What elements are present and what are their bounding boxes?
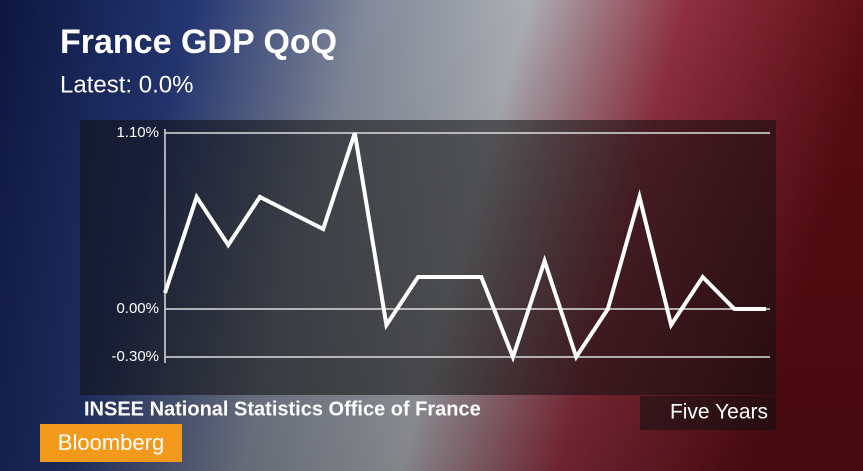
period: Five Years [670, 401, 768, 424]
period-panel [640, 396, 776, 430]
brand: Bloomberg [58, 430, 164, 455]
chart-subtitle: Latest: 0.0% [60, 71, 193, 98]
line [163, 132, 766, 363]
source: INSEE National Statistics Office of Fran… [84, 398, 481, 420]
y-tick-label: 1.10% [116, 124, 159, 141]
chart-panel [80, 120, 776, 395]
y-tick-label: 0.00% [116, 300, 159, 317]
brand-box [40, 424, 182, 462]
chart-title: France GDP QoQ [60, 23, 337, 61]
y-tick-label: -0.30% [111, 348, 159, 365]
